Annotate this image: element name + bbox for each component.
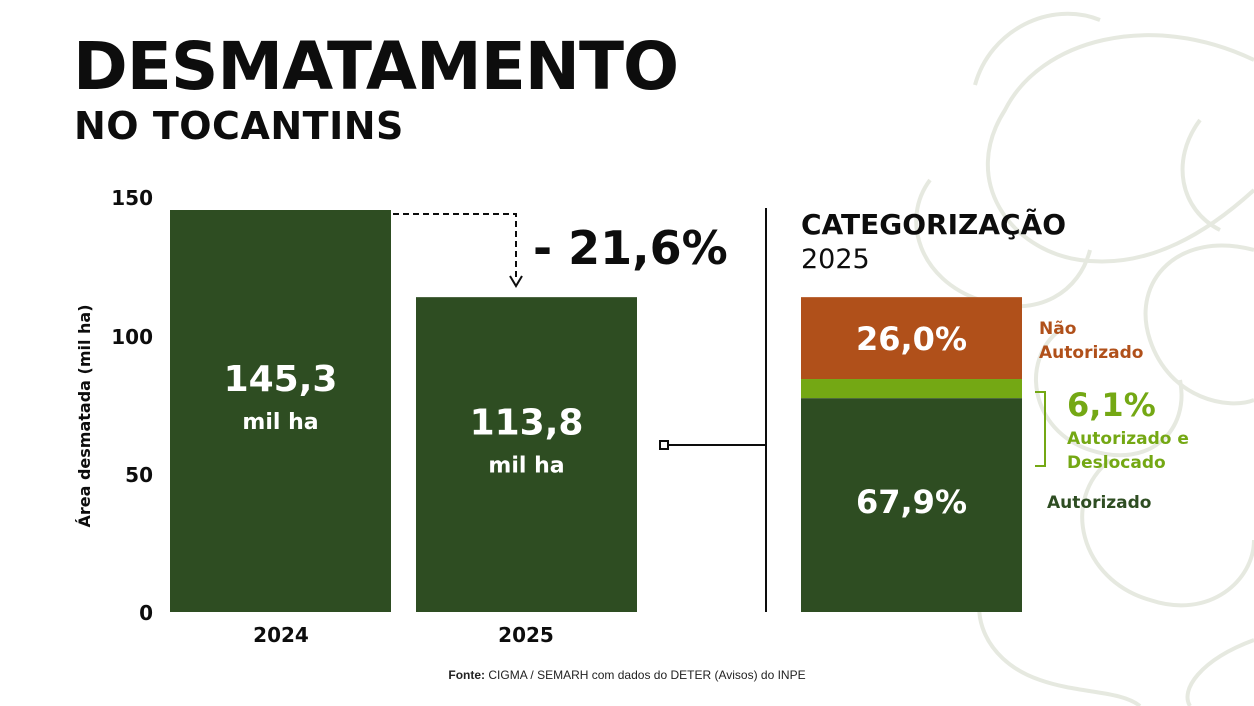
page-title: DESMATAMENTO [73,28,679,105]
legend-deslocado-line1: Autorizado e [1067,429,1189,449]
stack-segment-nao-autorizado [801,297,1022,380]
x-tick-label: 2024 [253,623,309,647]
segment-percent-label: 26,0% [856,320,967,358]
source-label: Fonte: [448,668,486,682]
y-tick-label: 50 [125,463,153,487]
connector-marker [659,440,669,450]
change-percent-label: - 21,6% [533,221,728,275]
source-text: CIGMA / SEMARH com dados do DETER (Aviso… [488,668,806,682]
y-tick-label: 150 [111,186,153,210]
y-tick-label: 0 [139,601,153,625]
x-tick-label: 2025 [498,623,554,647]
legend-nao-autorizado-line2: Autorizado [1039,343,1144,363]
segment-percent-label: 67,9% [856,483,967,521]
source-note: Fonte: CIGMA / SEMARH com dados do DETER… [0,668,1254,682]
bar-unit-label: mil ha [242,410,318,435]
y-tick-label: 100 [111,325,153,349]
legend-bracket [1035,391,1046,467]
bar-value-label: 113,8 [470,403,584,444]
bar-2025 [416,297,637,612]
page-subtitle: NO TOCANTINS [74,104,404,148]
legend-deslocado-line2: Deslocado [1067,453,1166,473]
bar-value-label: 145,3 [224,359,338,400]
categorization-title: CATEGORIZAÇÃO [801,207,1066,241]
bar-unit-label: mil ha [488,454,564,479]
stack-segment-autorizado [801,398,1022,612]
stack-segment-autorizado-deslocado [801,379,1022,399]
y-axis-label: Área desmatada (mil ha) [75,304,94,527]
change-arrow [393,213,517,278]
legend-autorizado: Autorizado [1047,493,1152,513]
categorization-year: 2025 [801,244,870,275]
legend-nao-autorizado-line1: Não [1039,319,1076,339]
legend-deslocado-percent: 6,1% [1067,386,1156,424]
change-arrowhead [509,275,523,288]
bar-2024 [170,210,391,612]
